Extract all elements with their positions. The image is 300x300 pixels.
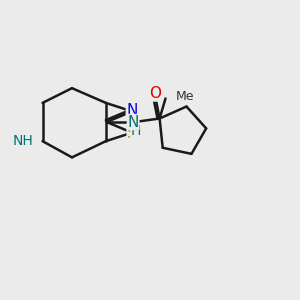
Text: N: N (126, 103, 138, 118)
Text: N: N (128, 115, 139, 130)
Text: Me: Me (176, 91, 194, 103)
Text: O: O (149, 86, 161, 101)
Text: S: S (127, 126, 137, 141)
Text: NH: NH (13, 134, 34, 148)
Text: H: H (131, 124, 141, 138)
